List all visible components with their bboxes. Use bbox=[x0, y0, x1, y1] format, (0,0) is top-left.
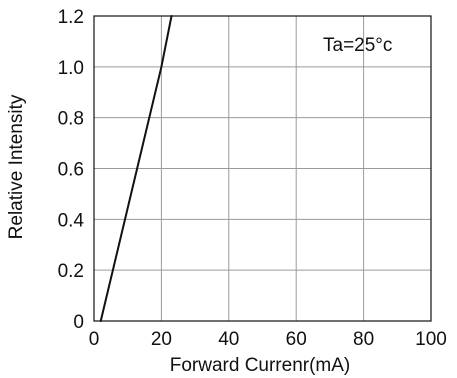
series-layer bbox=[99, 15, 173, 322]
y-tick-label: 1.0 bbox=[58, 58, 84, 79]
x-tick-label: 0 bbox=[89, 329, 100, 350]
y-tick-label: 0.8 bbox=[58, 109, 84, 130]
y-tick-label: 0.2 bbox=[58, 261, 84, 282]
x-tick-label: 100 bbox=[415, 329, 447, 350]
x-axis-label: Forward Currenr(mA) bbox=[170, 355, 351, 376]
tick-labels: 0 20 40 60 80 100 0 0.2 0.4 0.6 0.8 1.0 1.2 bbox=[58, 7, 447, 350]
x-tick-label: 20 bbox=[151, 329, 172, 350]
y-axis-label: Relative Intensity bbox=[6, 94, 27, 239]
y-tick-label: 1.2 bbox=[58, 7, 84, 28]
grid bbox=[94, 16, 431, 321]
y-tick-label: 0.4 bbox=[58, 210, 85, 231]
y-tick-label: 0 bbox=[73, 312, 84, 333]
series-line bbox=[99, 15, 173, 322]
plot-frame bbox=[93, 15, 432, 322]
x-tick-label: 60 bbox=[286, 329, 307, 350]
x-tick-label: 40 bbox=[218, 329, 239, 350]
y-tick-label: 0.6 bbox=[58, 160, 84, 181]
temperature-annotation: Ta=25°c bbox=[323, 35, 392, 56]
x-tick-label: 80 bbox=[353, 329, 374, 350]
